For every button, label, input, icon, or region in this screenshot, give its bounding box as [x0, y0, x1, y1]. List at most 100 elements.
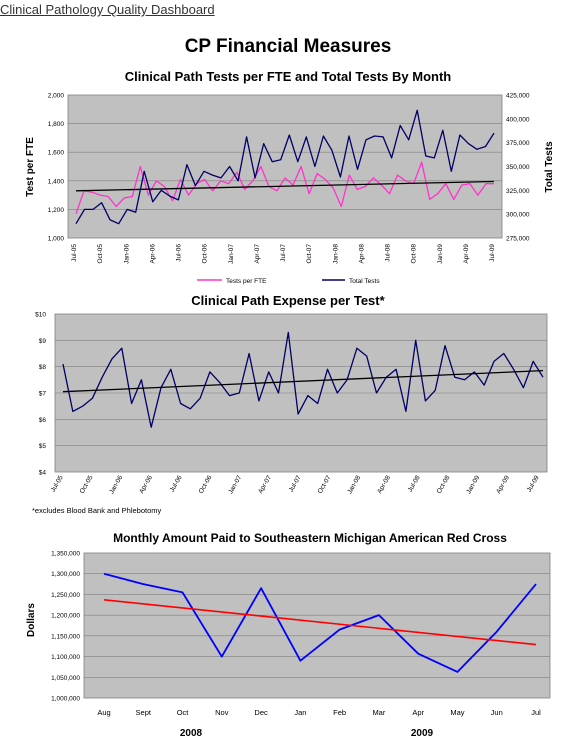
legend-label-tests-per-fte: Tests per FTE: [226, 278, 267, 285]
chart2-x-tick-label: Jul-09: [526, 474, 541, 493]
chart1-plot-area: [67, 94, 503, 239]
chart3-x-tick-label: Oct: [177, 708, 190, 717]
chart1-y-tick-label: 1,200: [48, 207, 65, 214]
chart1-title: Clinical Path Tests per FTE and Total Te…: [125, 69, 452, 84]
chart1-x-tick-label: Jul-08: [385, 244, 392, 262]
chart1-y-right-tick-label: 275,000: [506, 236, 530, 243]
chart1-x-tick-label: Oct-05: [97, 244, 104, 264]
chart2-x-tick-label: Oct-07: [317, 474, 333, 495]
chart1-trendline: [75, 180, 495, 192]
chart1-y-axis-label: Test per FTE: [25, 137, 36, 197]
chart1-y-right-tick-label: 375,000: [506, 140, 530, 147]
chart3-x-tick-label: Aug: [97, 708, 110, 717]
chart3-y-tick-label: 1,050,000: [51, 675, 80, 682]
chart3-y-tick-label: 1,300,000: [51, 571, 80, 578]
chart2-x-tick-label: Jan-08: [346, 474, 362, 495]
chart3-x-tick-label: May: [450, 708, 464, 717]
chart2-x-tick-label: Jul-08: [407, 474, 422, 493]
chart2-y-tick-label: $5: [39, 443, 47, 450]
chart1-series-total-tests: [75, 109, 495, 225]
chart1-y-tick-label: 1,600: [48, 150, 65, 157]
chart1-x-tick-label: Jan-07: [228, 244, 235, 264]
chart2-x-tick-label: Oct-05: [79, 474, 95, 495]
chart1-x-tick-label: Oct-07: [306, 244, 313, 264]
chart1-y-tick-label: 1,000: [48, 236, 65, 243]
chart2-y-tick-label: $7: [39, 391, 47, 398]
chart2-y-tick-label: $9: [39, 338, 47, 345]
chart3-year-label-2009: 2009: [411, 728, 434, 739]
chart3-x-tick-label: Jun: [491, 708, 503, 717]
chart3-y-tick-label: 1,150,000: [51, 633, 80, 640]
chart1-x-tick-label: Jan-09: [437, 244, 444, 264]
chart1-y-right-tick-label: 400,000: [506, 116, 530, 123]
chart2-x-tick-label: Jan-06: [108, 474, 124, 495]
chart3-x-tick-label: Jan: [294, 708, 306, 717]
chart1-x-tick-label: Apr-08: [358, 244, 365, 264]
chart3-x-tick-label: Sept: [136, 708, 152, 717]
chart3-y-axis-label: Dollars: [26, 603, 37, 637]
chart3-x-tick-label: Jul: [531, 708, 541, 717]
chart1-y-tick-label: 1,800: [48, 121, 65, 128]
chart1-y-tick-label: 1,400: [48, 178, 65, 185]
chart1-x-tick-label: Jul-06: [176, 244, 183, 262]
chart1-y-tick-label: 2,000: [48, 93, 65, 100]
chart3-y-tick-label: 1,200,000: [51, 613, 80, 620]
chart1-x-tick-label: Jan-06: [123, 244, 130, 264]
dashboard-link[interactable]: Clinical Pathology Quality Dashboard: [0, 2, 215, 17]
chart2-y-tick-label: $6: [39, 417, 47, 424]
chart1-y-right-tick-label: 325,000: [506, 188, 530, 195]
chart1-legend: Tests per FTE Total Tests: [197, 278, 380, 285]
chart2-x-tick-label: Apr-09: [495, 474, 511, 495]
chart-tests-per-fte: Clinical Path Tests per FTE and Total Te…: [25, 69, 555, 285]
chart3-plot-area: [83, 552, 551, 699]
chart2-y-tick-label: $8: [39, 364, 47, 371]
chart2-x-tick-label: Oct-06: [198, 474, 214, 495]
chart1-y-right-tick-label: 425,000: [506, 93, 530, 100]
chart1-x-tick-label: Jul-09: [489, 244, 496, 262]
chart2-x-tick-label: Apr-06: [138, 474, 154, 495]
chart1-series-tests-per-fte: [75, 161, 494, 214]
chart3-title: Monthly Amount Paid to Southeastern Mich…: [113, 531, 507, 545]
chart2-x-tick-label: Apr-07: [257, 474, 273, 495]
chart3-y-tick-label: 1,250,000: [51, 592, 80, 599]
chart2-x-tick-label: Oct-08: [436, 474, 452, 495]
chart2-y-tick-label: $10: [35, 312, 46, 319]
chart1-x-tick-label: Apr-06: [149, 244, 156, 264]
chart3-y-tick-label: 1,000,000: [51, 696, 80, 703]
chart3-series-amount-paid: [103, 572, 537, 673]
chart3-x-tick-label: Apr: [412, 708, 424, 717]
chart2-y-tick-label: $4: [39, 470, 47, 477]
chart2-x-tick-label: Jul-06: [169, 474, 184, 493]
chart2-footnote: *excludes Blood Bank and Phlebotomy: [32, 506, 162, 515]
chart1-x-tick-label: Oct-06: [202, 244, 209, 264]
chart2-title: Clinical Path Expense per Test*: [191, 293, 385, 308]
chart3-x-tick-label: Mar: [372, 708, 385, 717]
chart1-y-axis-right-label: Total Tests: [544, 141, 555, 193]
chart3-y-tick-label: 1,100,000: [51, 654, 80, 661]
chart-red-cross: Monthly Amount Paid to Southeastern Mich…: [26, 531, 551, 739]
chart1-x-tick-label: Apr-09: [463, 244, 470, 264]
chart3-x-tick-label: Dec: [254, 708, 268, 717]
chart3-trendline: [103, 599, 537, 646]
chart1-y-right-tick-label: 300,000: [506, 212, 530, 219]
chart-expense-per-test: Clinical Path Expense per Test* $10 $9 $8 $…: [32, 293, 548, 515]
chart2-x-tick-label: Jan-07: [227, 474, 243, 495]
chart2-x-tick-label: Jul-07: [288, 474, 303, 493]
chart2-x-tick-label: Apr-08: [376, 474, 392, 495]
chart3-y-tick-label: 1,350,000: [51, 551, 80, 558]
legend-label-total-tests: Total Tests: [349, 278, 380, 285]
chart2-x-tick-label: Jan-09: [465, 474, 481, 495]
chart3-x-tick-label: Feb: [333, 708, 346, 717]
chart3-x-tick-label: Nov: [215, 708, 229, 717]
chart3-year-label-2008: 2008: [180, 728, 203, 739]
chart2-trendline: [62, 369, 544, 393]
chart2-x-tick-label: Jul-05: [50, 474, 65, 493]
chart1-y-right-tick-label: 350,000: [506, 164, 530, 171]
chart1-x-tick-label: Oct-08: [411, 244, 418, 264]
page-title: CP Financial Measures: [184, 36, 392, 57]
chart1-x-tick-label: Apr-07: [254, 244, 261, 264]
chart1-x-tick-label: Jul-07: [280, 244, 287, 262]
chart1-x-tick-label: Jul-05: [71, 244, 78, 262]
chart1-x-tick-label: Jan-08: [332, 244, 339, 264]
